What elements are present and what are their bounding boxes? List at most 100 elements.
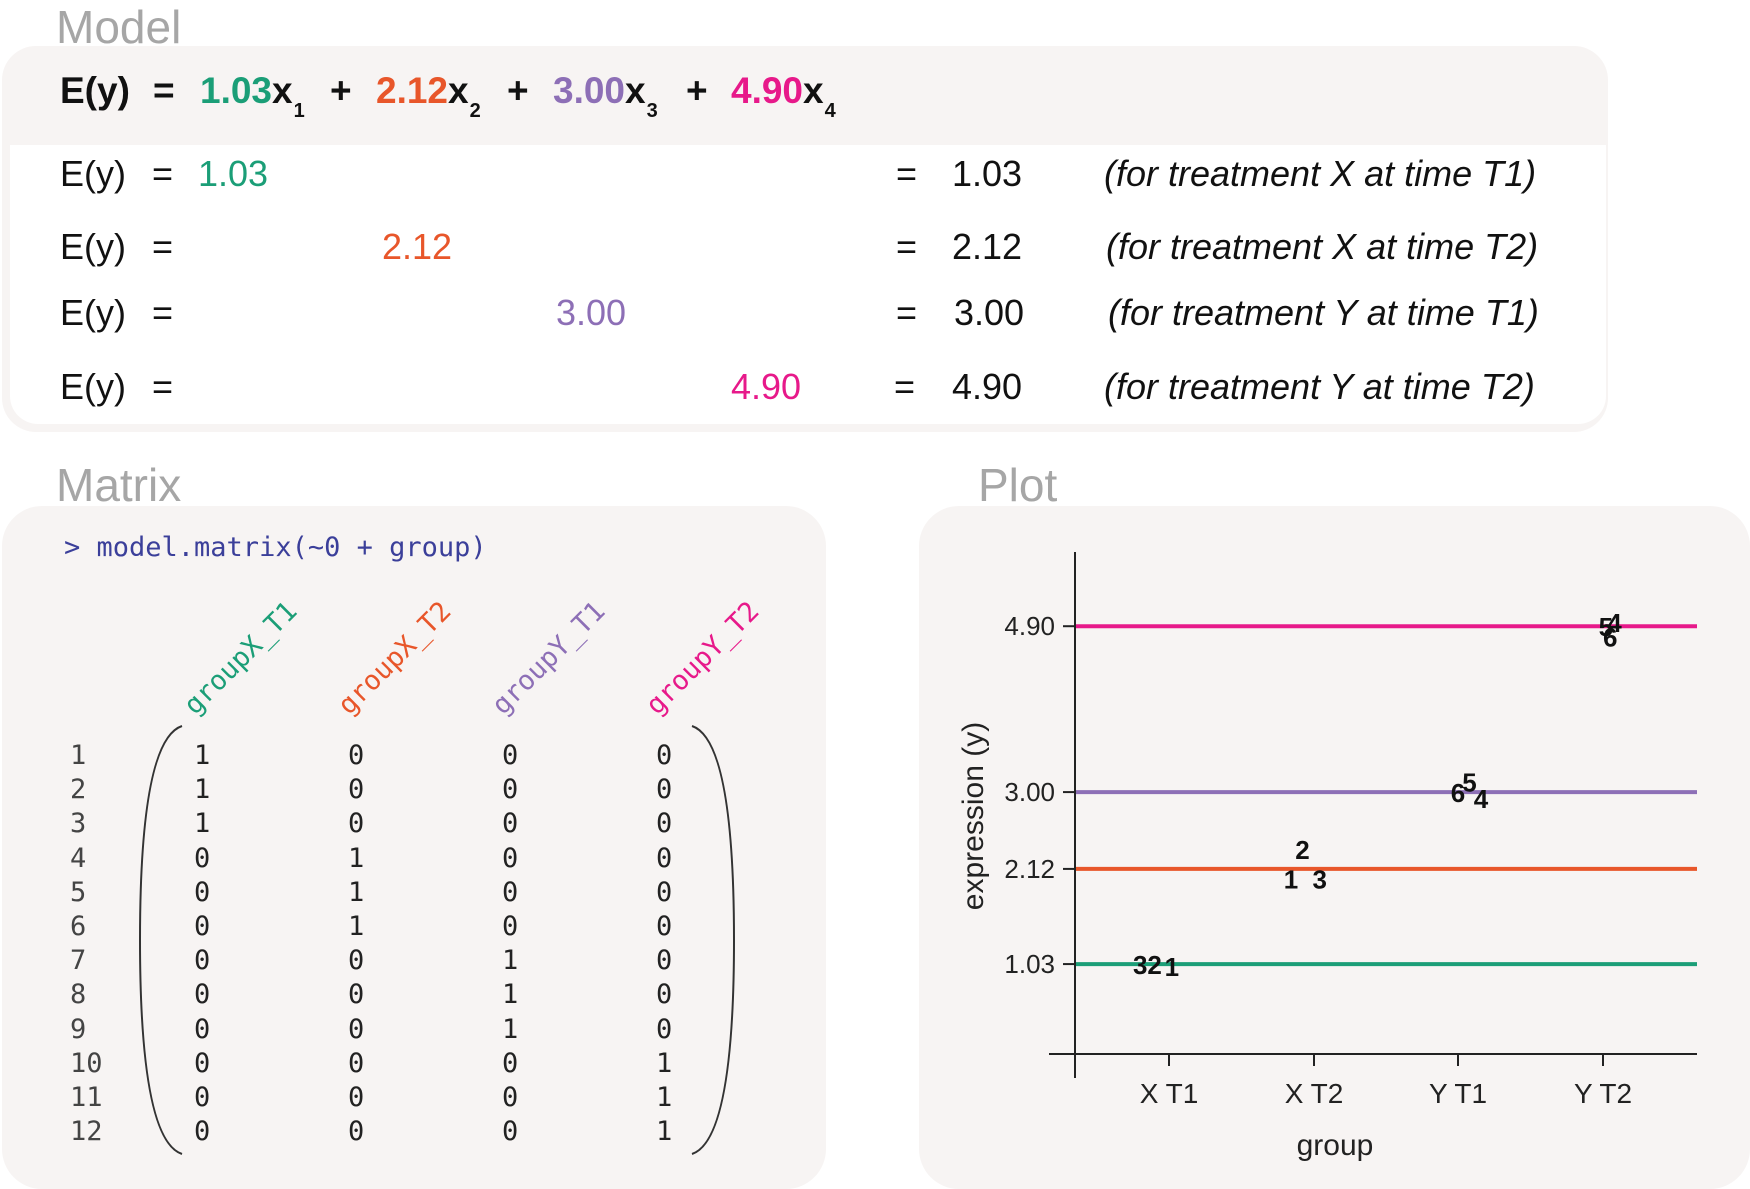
matrix-row-label: 6 [70,911,87,942]
row-lhs: E(y) [60,366,126,407]
matrix-cell: 1 [656,1047,673,1079]
matrix-cell: 0 [656,876,673,908]
matrix-row-label: 4 [70,842,87,874]
matrix-cell: 0 [656,808,673,840]
row-result: 1.03 [952,153,1023,194]
matrix-cell: 0 [348,1013,365,1045]
matrix-left-paren [138,725,183,1155]
matrix-cell: 0 [656,911,673,942]
matrix-cell: 0 [656,740,673,771]
data-point-label: 2 [1295,835,1309,865]
matrix-row-label: 1 [70,740,87,771]
matrix-cell: 1 [502,1013,519,1045]
row-result: 2.12 [952,226,1023,267]
data-point-label: 5 [1599,612,1613,642]
plus-3: + [686,70,708,111]
row-equals-2: = [896,153,918,194]
coef-2: 2.12 [376,70,449,111]
row-coef: 2.12 [382,226,453,267]
matrix-cell: 0 [194,1082,211,1113]
matrix-cell: 1 [502,945,519,977]
term-4: 4.90x4 [731,70,836,122]
term-2: 2.12x2 [376,70,481,122]
sub-1: 1 [293,100,305,122]
matrix-cell: 0 [194,945,211,977]
x-tick-label: X T1 [1140,1078,1199,1109]
matrix-cell: 0 [348,808,365,840]
matrix-cell: 0 [502,911,519,942]
matrix-cell: 0 [194,1047,211,1079]
var-4: x [803,70,824,111]
matrix-cell: 0 [502,740,519,771]
data-point-label: 6 [1603,623,1617,653]
equation-equals: = [153,70,175,111]
matrix-cell: 1 [194,740,211,771]
row-coef: 3.00 [556,292,627,333]
matrix-cell: 0 [348,1047,365,1079]
matrix-row-label: 11 [70,1082,103,1113]
matrix-row-label: 3 [70,808,87,840]
row-note: (for treatment Y at time T1) [1108,292,1539,333]
matrix-command: > model.matrix(~0 + group) [64,532,487,563]
term-3: 3.00x3 [553,70,658,122]
matrix-cell: 0 [194,1013,211,1045]
matrix-cell: 0 [194,1116,211,1148]
coef-1: 1.03 [200,70,273,111]
sub-4: 4 [824,100,836,122]
matrix-row-label: 7 [70,945,87,977]
matrix-row-label: 10 [70,1047,103,1079]
y-axis-label: expression (y) [957,722,990,910]
var-2: x [448,70,469,111]
matrix-panel [2,506,826,1189]
matrix-right-paren [691,725,736,1155]
data-point-label: 2 [1147,950,1161,980]
matrix-title: Matrix [56,459,182,511]
matrix-row-label: 2 [70,774,87,806]
row-equals-2: = [896,226,918,267]
model-rows-panel [10,145,1606,424]
plot-panel [919,506,1750,1189]
matrix-cell: 0 [656,979,673,1011]
matrix-cell: 0 [656,945,673,977]
sub-2: 2 [469,100,481,122]
coef-4: 4.90 [731,70,804,111]
matrix-cell: 0 [502,808,519,840]
matrix-cell: 0 [348,740,365,771]
matrix-cell: 0 [348,979,365,1011]
matrix-cell: 0 [194,842,211,874]
expression-chart: 1.032.123.004.90 X T1 X T2 Y T1 Y T2 3 2 121 3… [957,552,1697,1162]
matrix-cell: 0 [656,1013,673,1045]
plus-1: + [330,70,352,111]
row-note: (for treatment X at time T2) [1106,226,1539,267]
term-1: 1.03x1 [200,70,305,122]
var-3: x [625,70,646,111]
row-equals: = [152,153,174,194]
matrix-row-label: 5 [70,876,87,908]
plus-2: + [507,70,529,111]
matrix-cell: 0 [502,774,519,806]
row-note: (for treatment X at time T1) [1104,153,1537,194]
y-tick-label: 2.12 [1004,854,1055,884]
row-equals-2: = [896,292,918,333]
matrix-cell: 0 [194,876,211,908]
matrix-cell: 1 [348,842,365,874]
row-lhs: E(y) [60,226,126,267]
matrix-cell: 1 [656,1116,673,1148]
matrix-cell: 0 [348,1116,365,1148]
x-tick-label: X T2 [1285,1078,1344,1109]
sub-3: 3 [646,100,658,122]
matrix-cell: 1 [194,808,211,840]
plot-title: Plot [978,459,1058,511]
row-equals: = [152,292,174,333]
matrix-cell: 0 [656,774,673,806]
matrix-row-label: 9 [70,1013,87,1045]
y-tick-label: 4.90 [1004,611,1055,641]
matrix-cell: 1 [348,876,365,908]
matrix-cell: 1 [194,774,211,806]
row-result: 3.00 [954,292,1025,333]
matrix-cell: 0 [348,774,365,806]
matrix-row-label: 12 [70,1116,103,1148]
matrix-cell: 0 [502,1047,519,1079]
x-tick-label: Y T1 [1429,1078,1487,1109]
y-tick-label: 3.00 [1004,777,1055,807]
